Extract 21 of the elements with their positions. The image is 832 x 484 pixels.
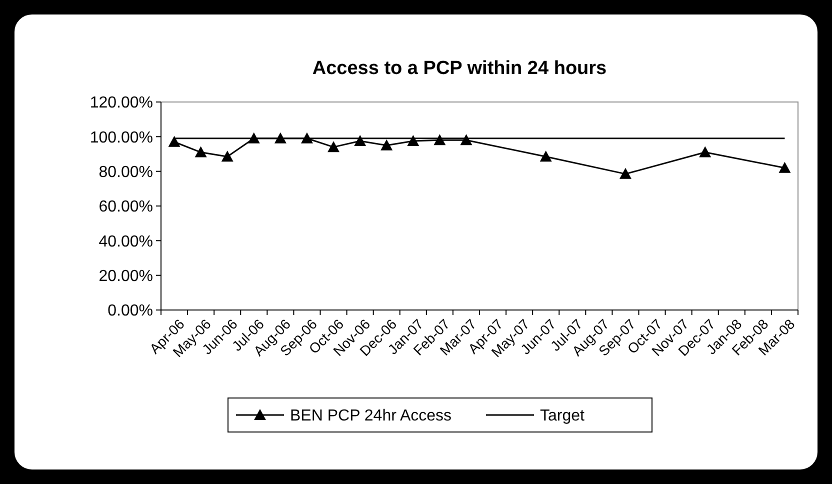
legend-label: Target (540, 408, 586, 425)
y-tick-label: 60.00% (98, 198, 153, 216)
point (380, 139, 393, 150)
point (221, 150, 234, 162)
point (168, 136, 180, 147)
y-tick-label: 100.00% (90, 129, 153, 146)
y-tick-label: 120.00% (90, 94, 153, 112)
legend-label: BEN PCP 24hr Access (290, 408, 452, 425)
point (699, 146, 712, 158)
point (619, 168, 632, 179)
point (407, 135, 420, 146)
y-tick-label: 80.00% (98, 164, 153, 181)
y-tick-label: 20.00% (98, 268, 153, 285)
point (354, 135, 366, 146)
y-tick-label: 40.00% (98, 233, 153, 250)
point (540, 150, 552, 162)
point (778, 162, 791, 173)
point (328, 141, 340, 152)
y-tick-label: 0.00% (108, 302, 153, 320)
point (194, 146, 207, 158)
chart-title: Access to a PCP within 24 hours (312, 58, 607, 79)
